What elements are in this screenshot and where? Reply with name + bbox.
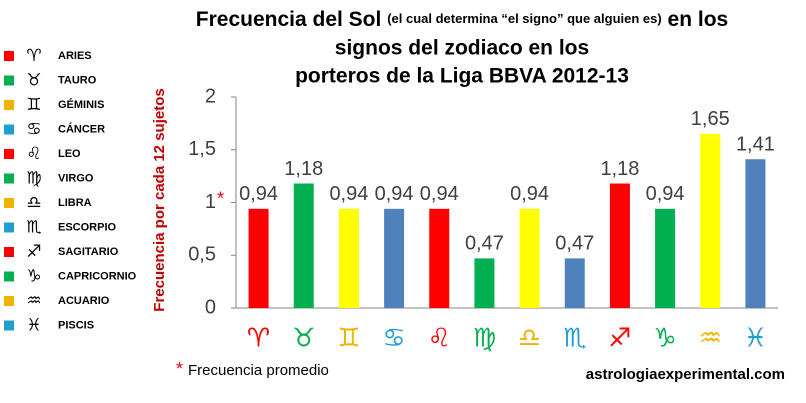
legend-label: ESCORPIO: [58, 221, 117, 233]
legend-symbol: ♊: [26, 95, 41, 115]
legend-symbol: ♎: [26, 193, 41, 213]
legend-label: PISCIS: [58, 319, 94, 331]
bar: [474, 258, 495, 308]
legend-label: VIRGO: [58, 172, 94, 184]
x-tick-label: ♌: [428, 324, 451, 354]
legend-symbol: ♌: [26, 144, 41, 164]
x-tick-label: ♒: [699, 324, 722, 354]
value-label: 0,94: [646, 183, 685, 205]
legend-symbol: ♋: [26, 120, 41, 140]
legend-swatch: [4, 124, 14, 135]
legend-label: ACUARIO: [58, 295, 110, 307]
x-tick-label: ♋: [382, 324, 405, 354]
chart-title: porteros de la Liga BBVA 2012-13: [295, 65, 629, 88]
footnote-marker: *: [217, 188, 224, 208]
legend-label: LEO: [58, 148, 81, 160]
chart-title: signos del zodiaco en los: [335, 37, 589, 60]
bar: [745, 159, 766, 308]
title-part: Frecuencia del Sol: [196, 8, 382, 31]
legend-swatch: [4, 100, 14, 110]
x-tick-label: ♊: [337, 324, 360, 354]
value-label: 0,47: [555, 233, 594, 255]
legend-swatch: [4, 296, 14, 306]
bar: [338, 208, 359, 308]
y-axis-label: Frecuencia por cada 12 sujetos: [151, 88, 168, 311]
legend-label: TAURO: [58, 74, 97, 86]
legend-symbol: ♏: [26, 218, 41, 238]
y-tick-label: 1: [205, 191, 216, 213]
legend-swatch: [4, 222, 14, 233]
footnote-marker: *: [176, 359, 183, 379]
bar: [655, 208, 676, 308]
x-tick-label: ♓: [744, 324, 767, 354]
value-label: 0,47: [465, 233, 504, 255]
value-label: 0,94: [510, 183, 549, 205]
value-label: 1,18: [284, 158, 323, 180]
value-label: 1,65: [691, 108, 730, 130]
x-tick-label: ♉: [292, 324, 315, 354]
legend-swatch: [4, 75, 14, 86]
x-tick-label: ♍: [473, 324, 496, 354]
bar: [248, 208, 269, 308]
legend-symbol: ♑: [26, 267, 41, 287]
y-tick-label: 2: [205, 85, 216, 107]
value-label: 1,41: [736, 134, 775, 156]
legend-symbol: ♐: [26, 242, 41, 262]
legend-swatch: [4, 173, 14, 184]
bar: [384, 208, 405, 308]
legend-label: ARIES: [58, 50, 92, 62]
bar: [564, 258, 585, 308]
x-tick-label: ♈: [247, 324, 270, 354]
legend-label: CAPRICORNIO: [58, 270, 137, 282]
value-label: 1,18: [600, 158, 639, 180]
source: astrologiaexperimental.com: [586, 366, 785, 383]
legend-symbol: ♍: [26, 169, 41, 189]
footnote: Frecuencia promedio: [188, 362, 329, 379]
bar: [519, 208, 540, 308]
x-tick-label: ♎: [518, 324, 541, 354]
x-tick-label: ♏: [563, 324, 586, 354]
y-tick-label: 0,5: [188, 244, 216, 266]
legend-symbol: ♒: [26, 291, 41, 311]
legend-label: GÉMINIS: [58, 98, 104, 111]
bar: [429, 208, 450, 308]
bar: [609, 183, 630, 308]
value-label: 0,94: [329, 183, 368, 205]
legend-symbol: ♉: [26, 71, 41, 91]
legend-swatch: [4, 247, 14, 257]
x-tick-label: ♐: [608, 324, 631, 354]
bar: [293, 183, 314, 308]
title-part: (el cual determina “el signo” que alguie…: [387, 11, 662, 26]
value-label: 0,94: [239, 183, 278, 205]
bar: [700, 133, 721, 308]
y-tick-label: 0: [205, 296, 216, 318]
legend-symbol: ♓: [26, 316, 41, 336]
legend-symbol: ♈: [26, 46, 41, 66]
legend-swatch: [4, 198, 14, 208]
title-part: en los: [668, 8, 729, 31]
x-tick-label: ♑: [653, 324, 676, 354]
legend-label: CÁNCER: [58, 122, 105, 135]
legend-swatch: [4, 320, 14, 331]
legend-swatch: [4, 51, 14, 61]
legend-label: LIBRA: [58, 197, 92, 209]
y-tick-label: 1,5: [188, 138, 216, 160]
legend-swatch: [4, 271, 14, 282]
legend-label: SAGITARIO: [58, 246, 119, 258]
chart-title: Frecuencia del Sol (el cual determina “e…: [196, 8, 728, 31]
legend-swatch: [4, 149, 14, 159]
value-label: 0,94: [420, 183, 459, 205]
value-label: 0,94: [375, 183, 414, 205]
